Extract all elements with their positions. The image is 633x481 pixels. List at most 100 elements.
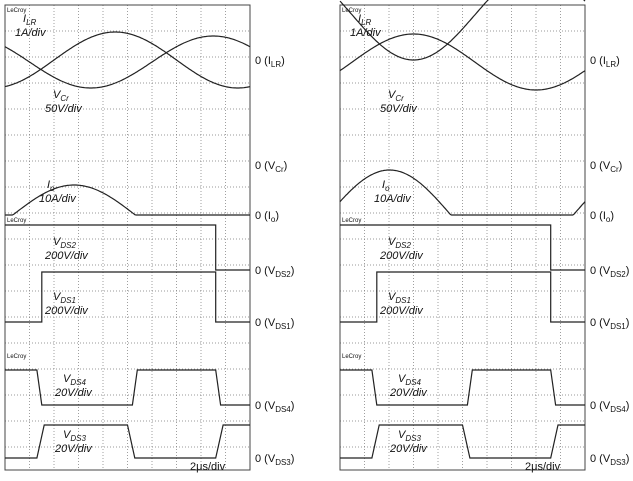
zero-label-subscript: Cr (275, 165, 284, 174)
waveform (340, 370, 585, 405)
zero-label-suffix: ) (619, 160, 623, 172)
trace-subscript: o (385, 184, 390, 193)
scope-logo: LeCroy (342, 218, 361, 224)
zero-label: 0 (VDS1) (255, 317, 294, 331)
trace-name: ILR (23, 13, 37, 27)
zero-label-prefix: 0 (V (255, 317, 276, 329)
zero-label-subscript: DS3 (275, 458, 291, 467)
waveform (5, 370, 250, 405)
zero-label-prefix: 0 (V (590, 160, 611, 172)
zero-label: 0 (VDS4) (590, 400, 629, 414)
zero-label: 0 (VCr) (255, 160, 287, 174)
zero-label-suffix: ) (275, 210, 279, 222)
zero-label-prefix: 0 (V (255, 453, 276, 465)
zero-label: 0 (VDS2) (255, 265, 294, 279)
trace-subscript: DS3 (70, 434, 86, 443)
zero-label-subscript: Cr (610, 165, 619, 174)
zero-label: 0 (VDS1) (590, 317, 629, 331)
trace-scale: 10A/div (39, 193, 77, 205)
zero-label-suffix: ) (284, 160, 288, 172)
zero-label-subscript: DS3 (610, 458, 626, 467)
zero-label-subscript: DS1 (275, 322, 291, 331)
trace-subscript: DS3 (405, 434, 421, 443)
trace-subscript: DS1 (60, 296, 76, 305)
trace-subscript: Cr (60, 94, 69, 103)
zero-label-suffix: ) (291, 453, 295, 465)
zero-label-subscript: DS2 (275, 270, 291, 279)
scope-panel: LeCroyLeCroyLeCroyILR1A/divVCr50V/divIo1… (340, 0, 629, 473)
zero-label-prefix: 0 (I (255, 210, 271, 222)
zero-label-prefix: 0 (V (590, 400, 611, 412)
trace-subscript: o (50, 184, 55, 193)
trace-subscript: DS2 (395, 241, 411, 250)
zero-label-subscript: DS2 (610, 270, 626, 279)
zero-label: 0 (VDS4) (255, 400, 294, 414)
scope-logo: LeCroy (7, 354, 26, 360)
zero-label-suffix: ) (626, 265, 630, 277)
trace-name: VCr (388, 89, 404, 103)
zero-label: 0 (ILR) (590, 55, 620, 69)
trace-subscript: Cr (395, 94, 404, 103)
trace-scale: 20V/div (389, 443, 428, 455)
trace-scale: 50V/div (380, 103, 418, 115)
zero-label-suffix: ) (291, 265, 295, 277)
zero-label-suffix: ) (616, 55, 620, 67)
zero-label-suffix: ) (626, 453, 630, 465)
trace-subscript: LR (361, 18, 371, 27)
zero-label-prefix: 0 (V (590, 265, 611, 277)
trace-scale: 1A/div (15, 27, 47, 39)
zero-label: 0 (VDS3) (255, 453, 294, 467)
zero-label-subscript: LR (606, 60, 616, 69)
trace-name: VDS4 (398, 373, 421, 387)
waveform (340, 425, 585, 458)
figure: LeCroyLeCroyLeCroyILR1A/divVCr50V/divIo1… (0, 0, 633, 481)
trace-scale: 20V/div (54, 387, 93, 399)
trace-scale: 1A/div (350, 27, 382, 39)
trace-name: VDS2 (53, 236, 76, 250)
trace-name: VDS3 (398, 429, 421, 443)
zero-label: 0 (VCr) (590, 160, 622, 174)
zero-label-suffix: ) (281, 55, 285, 67)
zero-label-suffix: ) (291, 400, 295, 412)
trace-scale: 20V/div (54, 443, 93, 455)
trace-name: Io (382, 179, 390, 193)
trace-name: VDS4 (63, 373, 86, 387)
zero-label: 0 (Io) (590, 210, 614, 224)
zero-label-suffix: ) (610, 210, 614, 222)
trace-subscript: DS1 (395, 296, 411, 305)
zero-label-suffix: ) (626, 400, 630, 412)
zero-label-subscript: DS4 (275, 405, 291, 414)
trace-name: VDS1 (388, 291, 411, 305)
trace-subscript: DS2 (60, 241, 76, 250)
trace-scale: 50V/div (45, 103, 83, 115)
scope-panel: LeCroyLeCroyLeCroyILR1A/divVCr50V/divIo1… (5, 5, 294, 473)
scope-logo: LeCroy (7, 218, 26, 224)
zero-label-prefix: 0 (V (590, 317, 611, 329)
zero-label-subscript: DS1 (610, 322, 626, 331)
zero-label-suffix: ) (291, 317, 295, 329)
trace-scale: 200V/div (379, 250, 424, 262)
trace-name: Io (47, 179, 55, 193)
zero-label-prefix: 0 (I (255, 55, 271, 67)
zero-label: 0 (ILR) (255, 55, 285, 69)
zero-label: 0 (Io) (255, 210, 279, 224)
trace-scale: 20V/div (389, 387, 428, 399)
trace-name: VDS1 (53, 291, 76, 305)
trace-scale: 10A/div (374, 193, 412, 205)
trace-subscript: LR (26, 18, 36, 27)
zero-label-prefix: 0 (V (255, 400, 276, 412)
zero-label: 0 (VDS3) (590, 453, 629, 467)
zero-label-suffix: ) (626, 317, 630, 329)
zero-label-prefix: 0 (V (590, 453, 611, 465)
trace-scale: 200V/div (44, 250, 89, 262)
trace-name: VDS2 (388, 236, 411, 250)
zero-label-subscript: LR (271, 60, 281, 69)
trace-subscript: DS4 (70, 378, 86, 387)
scope-logo: LeCroy (342, 354, 361, 360)
zero-label-prefix: 0 (V (255, 160, 276, 172)
waveform (5, 425, 250, 458)
timebase: 2μs/div (525, 461, 561, 473)
trace-name: VCr (53, 89, 69, 103)
trace-name: ILR (358, 13, 372, 27)
zero-label-prefix: 0 (I (590, 210, 606, 222)
